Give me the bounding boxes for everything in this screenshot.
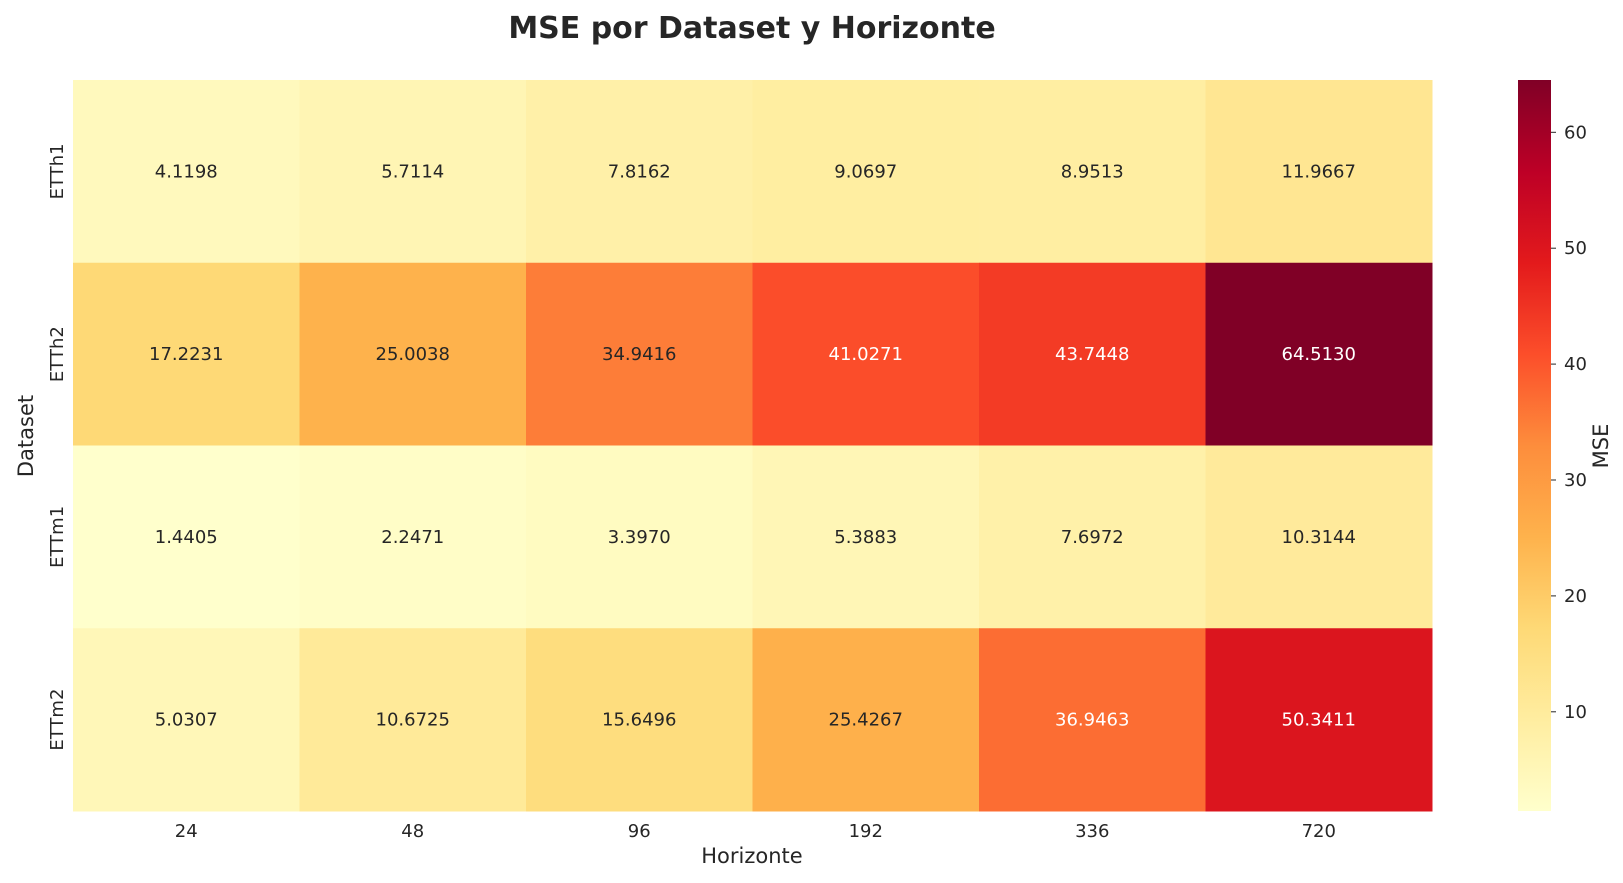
cell-value-label: 17.2231 — [149, 344, 223, 365]
y-tick-label: ETTh2 — [47, 326, 68, 382]
x-tick-label: 192 — [849, 821, 883, 842]
colorbar-label: MSE — [1589, 424, 1613, 469]
cell-value-label: 8.9513 — [1061, 161, 1124, 182]
heatmap-cell — [752, 262, 980, 446]
heatmap-cell — [73, 80, 300, 264]
cell-value-label: 3.3970 — [608, 527, 671, 548]
colorbar-tick-label: 30 — [1564, 470, 1587, 491]
x-axis-label: Horizonte — [701, 844, 802, 868]
heatmap-cells: 4.1198 5.7114 7.8162 9.0697 8.9513 11.9667 17.… — [73, 80, 1433, 812]
heatmap-cell — [526, 445, 753, 629]
colorbar-tick-label: 60 — [1564, 122, 1587, 143]
cell-value-label: 43.7448 — [1055, 344, 1129, 365]
heatmap-cell — [73, 262, 300, 446]
cell-value-label: 5.7114 — [381, 161, 444, 182]
heatmap-cell — [299, 80, 527, 264]
x-tick-label: 720 — [1302, 821, 1336, 842]
heatmap-cell — [1205, 628, 1433, 812]
cell-value-label: 1.4405 — [155, 527, 218, 548]
heatmap-cell — [526, 628, 753, 812]
x-tick-label: 48 — [401, 821, 424, 842]
heatmap-cell — [73, 628, 300, 812]
cell-value-label: 64.5130 — [1282, 344, 1356, 365]
cell-value-label: 25.0038 — [376, 344, 450, 365]
heatmap-cell — [73, 445, 300, 629]
cell-value-label: 10.6725 — [376, 710, 450, 731]
y-tick-label: ETTm1 — [47, 506, 68, 568]
heatmap-cell — [979, 80, 1206, 264]
x-tick-label: 336 — [1075, 821, 1109, 842]
heatmap-cell — [299, 262, 527, 446]
heatmap-cell — [1205, 80, 1433, 264]
y-axis-label: Dataset — [14, 395, 38, 477]
colorbar-tick-label: 20 — [1564, 586, 1587, 607]
cell-value-label: 2.2471 — [381, 527, 444, 548]
heatmap-cell — [1205, 262, 1433, 446]
cell-value-label: 41.0271 — [829, 344, 903, 365]
heatmap-cell — [752, 445, 980, 629]
colorbar-ticks: 10 20 30 40 50 60 — [1551, 122, 1587, 723]
cell-value-label: 4.1198 — [155, 161, 218, 182]
x-tick-label: 96 — [628, 821, 651, 842]
heatmap-cell — [299, 445, 527, 629]
cell-value-label: 11.9667 — [1282, 161, 1356, 182]
cell-value-label: 10.3144 — [1282, 527, 1356, 548]
heatmap-cell — [979, 445, 1206, 629]
y-tick-label: ETTh1 — [47, 143, 68, 199]
cell-value-label: 7.8162 — [608, 161, 671, 182]
cell-value-label: 50.3411 — [1282, 710, 1356, 731]
colorbar: 10 20 30 40 50 60 MSE — [1518, 80, 1613, 811]
colorbar-tick-label: 10 — [1564, 702, 1587, 723]
cell-value-label: 36.9463 — [1055, 710, 1129, 731]
colorbar-gradient — [1518, 80, 1551, 811]
heatmap-cell — [979, 628, 1206, 812]
cell-value-label: 5.3883 — [834, 527, 897, 548]
heatmap-cell — [752, 628, 980, 812]
heatmap-cell — [526, 262, 753, 446]
cell-value-label: 25.4267 — [829, 710, 903, 731]
y-tick-labels: ETTh1 ETTh2 ETTm1 ETTm2 — [47, 143, 68, 750]
heatmap-cell — [526, 80, 753, 264]
colorbar-tick-label: 40 — [1564, 354, 1587, 375]
heatmap-cell — [979, 262, 1206, 446]
colorbar-tick-label: 50 — [1564, 238, 1587, 259]
cell-value-label: 9.0697 — [834, 161, 897, 182]
heatmap-cell — [752, 80, 980, 264]
cell-value-label: 7.6972 — [1061, 527, 1124, 548]
chart-title: MSE por Dataset y Horizonte — [508, 11, 995, 46]
x-tick-labels: 24 48 96 192 336 720 — [175, 821, 1336, 842]
x-tick-label: 24 — [175, 821, 198, 842]
heatmap-cell — [299, 628, 527, 812]
y-tick-label: ETTm2 — [47, 689, 68, 751]
cell-value-label: 5.0307 — [155, 710, 218, 731]
cell-value-label: 15.6496 — [602, 710, 676, 731]
heatmap-cell — [1205, 445, 1433, 629]
cell-value-label: 34.9416 — [602, 344, 676, 365]
